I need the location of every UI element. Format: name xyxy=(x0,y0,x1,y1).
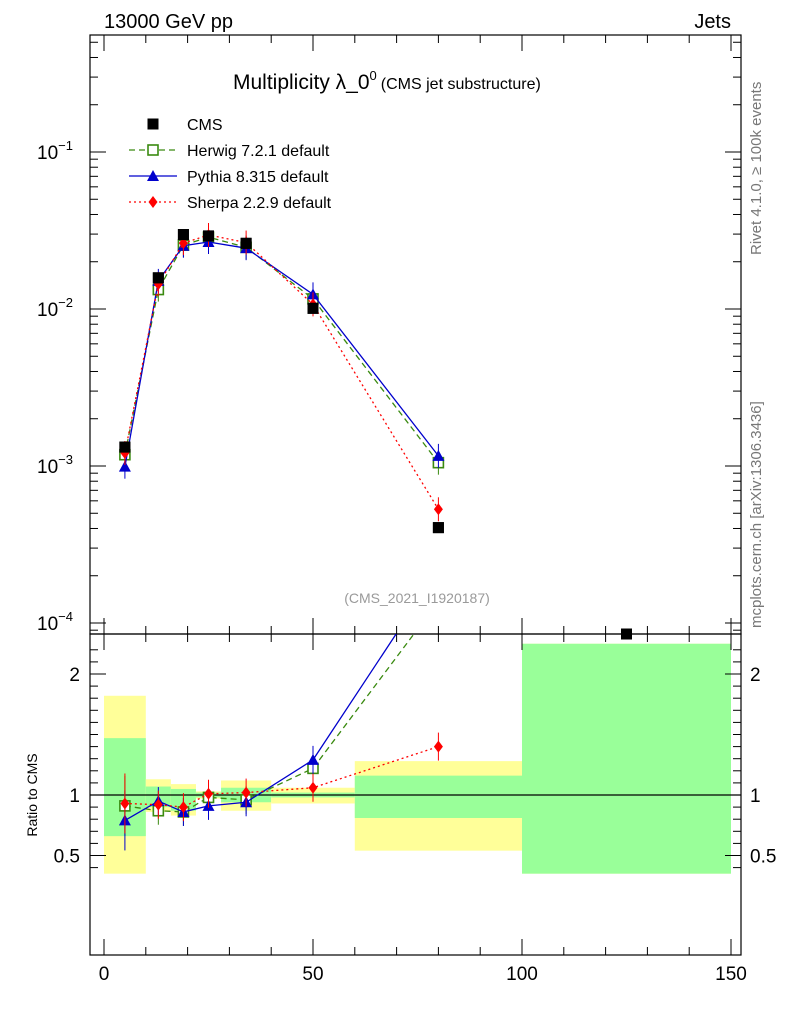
ratio-tick-label-right: 2 xyxy=(750,665,761,686)
ratio-tick-label-right: 1 xyxy=(750,786,761,807)
ratio-panel-series xyxy=(118,634,443,851)
y-tick-label: 10−4 xyxy=(37,609,73,635)
sherpa-ratio-point xyxy=(178,801,188,814)
x-tick-label: 0 xyxy=(99,964,110,985)
header-left: 13000 GeV pp xyxy=(104,11,233,33)
axis-ticks: 0 50 100 150 10−1 10−2 10−3 10−4 2 2 1 1 0.5 0.5 xyxy=(37,35,776,985)
ratio-tick-label-left: 0.5 xyxy=(54,847,80,868)
sherpa-ratio-point xyxy=(241,786,251,799)
ratio-bands xyxy=(90,643,741,874)
legend-marker xyxy=(148,196,158,208)
sherpa-ratio-point xyxy=(153,798,163,811)
cms-data-point xyxy=(432,522,444,534)
ratio-ylabel: Ratio to CMS xyxy=(24,753,40,836)
legend-marker xyxy=(147,144,159,156)
legend-item-herwig: Herwig 7.2.1 default xyxy=(129,143,330,160)
mcplots-label: mcplots.cern.ch [arXiv:1306.3436] xyxy=(748,401,765,628)
cms-data-point xyxy=(119,441,131,453)
y-tick-label: 10−2 xyxy=(37,295,73,321)
legend-label: CMS xyxy=(187,117,223,134)
legend: CMS Herwig 7.2.1 default Pythia 8.315 defa… xyxy=(129,117,332,212)
band-green-7 xyxy=(522,643,731,874)
legend-label: Herwig 7.2.1 default xyxy=(187,143,330,160)
cms-data-point xyxy=(621,628,632,640)
sherpa-ratio-point xyxy=(308,781,318,794)
sherpa-point xyxy=(178,237,188,250)
rivet-label: Rivet 4.1.0, ≥ 100k events xyxy=(748,82,765,255)
pythia-ratio-point xyxy=(307,753,319,765)
x-tick-label: 50 xyxy=(302,964,323,985)
chart-title: Multiplicity λ_00(CMS jet substructure) xyxy=(233,68,541,94)
cms-data-point xyxy=(307,302,319,314)
x-tick-label: 100 xyxy=(506,964,538,985)
sherpa-ratio-point xyxy=(433,740,443,753)
x-tick-label: 150 xyxy=(715,964,747,985)
cms-data-point xyxy=(203,230,214,242)
legend-item-sherpa: Sherpa 2.2.9 default xyxy=(129,195,332,212)
legend-item-pythia: Pythia 8.315 default xyxy=(129,169,329,186)
pythia-point xyxy=(432,449,445,461)
sherpa-ratio-point xyxy=(204,787,213,800)
cms-data-point xyxy=(177,229,189,241)
band-green-6 xyxy=(354,775,522,818)
y-tick-label: 10−1 xyxy=(37,138,73,164)
cms-data-point xyxy=(240,237,252,249)
cms-data-point xyxy=(152,272,164,284)
ratio-tick-label-right: 0.5 xyxy=(750,847,776,868)
legend-label: Pythia 8.315 default xyxy=(187,169,329,186)
legend-marker xyxy=(147,170,159,181)
ratio-tick-label-left: 2 xyxy=(69,665,80,686)
legend-item-cms: CMS xyxy=(147,117,223,134)
series-curves xyxy=(118,223,632,851)
sherpa-ratio-point xyxy=(120,797,130,810)
pythia-point xyxy=(118,460,131,472)
y-tick-label: 10−3 xyxy=(37,452,73,478)
sherpa-point xyxy=(433,503,443,516)
legend-label: Sherpa 2.2.9 default xyxy=(187,195,332,212)
header-right: Jets xyxy=(694,11,731,33)
analysis-watermark: (CMS_2021_I1920187) xyxy=(344,590,490,606)
ratio-tick-label-left: 1 xyxy=(69,786,80,807)
legend-marker xyxy=(147,118,159,130)
